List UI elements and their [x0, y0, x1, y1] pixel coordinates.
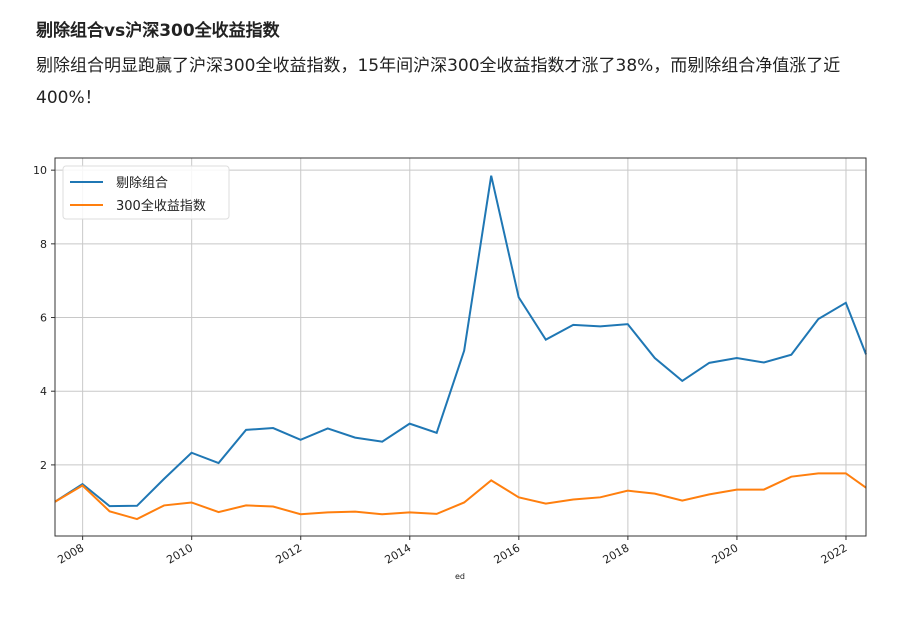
- series-line-1: [54, 472, 867, 521]
- x-tick-label: 2014: [383, 541, 414, 566]
- legend-label-0: 剔除组合: [116, 176, 168, 191]
- y-tick-label: 2: [40, 459, 47, 472]
- series-line-0: [54, 175, 867, 508]
- y-tick-label: 6: [40, 312, 47, 325]
- legend: 剔除组合 300全收益指数: [62, 165, 230, 220]
- y-tick-label: 10: [33, 164, 47, 177]
- x-tick-label: 2022: [819, 541, 850, 566]
- x-tick-label: 2016: [492, 541, 523, 566]
- y-tick-label: 4: [40, 385, 47, 398]
- article-title: 剔除组合vs沪深300全收益指数: [36, 21, 280, 41]
- x-tick-label: 2018: [601, 541, 632, 566]
- legend-label-1: 300全收益指数: [116, 198, 206, 214]
- x-tick-label: 2020: [710, 541, 741, 566]
- plot-frame: [54, 157, 867, 537]
- x-axis-label: ed: [455, 572, 465, 581]
- article-paragraph: 剔除组合明显跑赢了沪深300全收益指数，15年间沪深300全收益指数才涨了38%…: [36, 56, 841, 108]
- x-tick-label: 2008: [55, 541, 86, 566]
- ticks: 2008 2010 2012 2014 2016 2018 2020 2022 2 4 6 8 10: [33, 164, 849, 566]
- y-tick-label: 8: [40, 238, 47, 251]
- series-lines: [54, 175, 867, 521]
- x-tick-label: 2010: [164, 541, 195, 566]
- x-tick-label: 2012: [273, 541, 304, 566]
